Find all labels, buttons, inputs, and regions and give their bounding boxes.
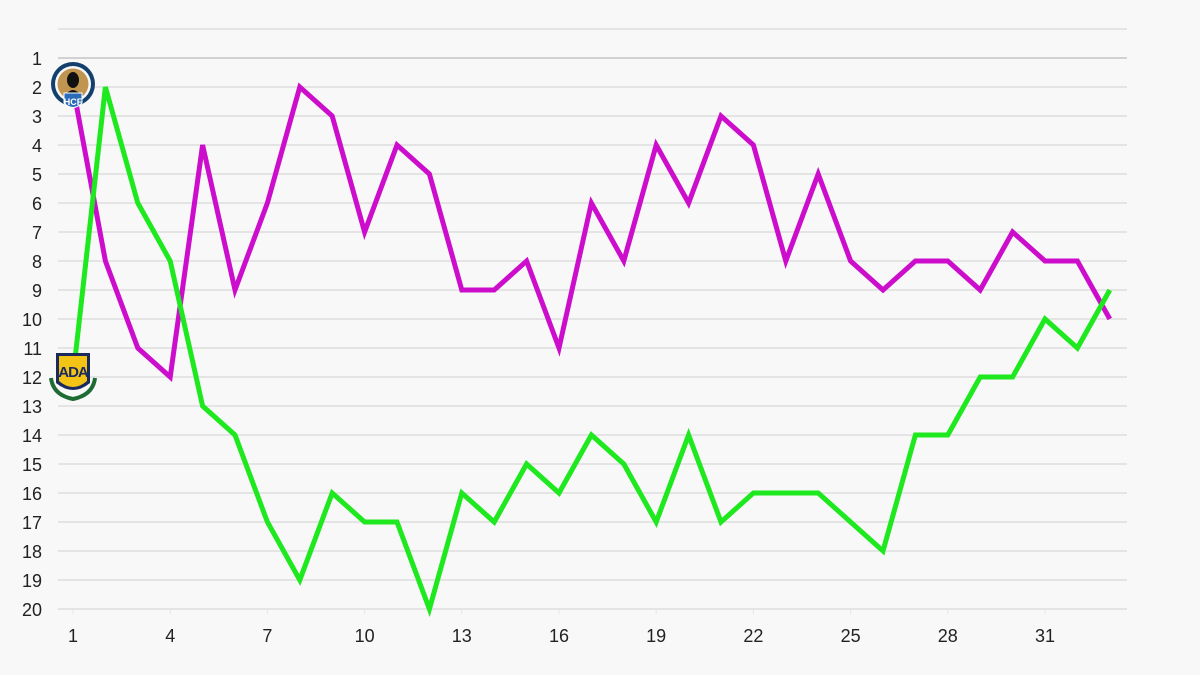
y-tick-label: 5 [32,165,42,185]
x-tick-label: 10 [355,626,375,646]
x-tick-label: 19 [646,626,666,646]
y-tick-label: 17 [22,513,42,533]
series-line-hcf [70,82,1112,382]
y-tick-label: 16 [22,484,42,504]
series-line-ada [70,86,1112,618]
y-tick-label: 19 [22,571,42,591]
ada-badge-icon: ADA [49,353,97,402]
svg-text:ADA: ADA [58,364,89,381]
team-badges: HCF ADA [49,62,97,402]
svg-text:HCF: HCF [64,97,83,107]
y-tick-label: 7 [32,223,42,243]
y-tick-label: 11 [23,339,42,359]
y-tick-label: 2 [32,78,42,98]
y-tick-label: 14 [22,426,42,446]
y-tick-label: 20 [22,600,42,620]
x-tick-label: 4 [165,626,175,646]
y-tick-label: 4 [32,136,42,156]
x-axis-labels: 1 4 7 10 13 16 19 22 25 28 31 [68,609,1055,646]
x-tick-label: 13 [452,626,472,646]
x-tick-label: 25 [841,626,861,646]
x-tick-label: 31 [1035,626,1055,646]
y-tick-label: 13 [22,397,42,417]
x-tick-label: 22 [743,626,763,646]
x-tick-label: 28 [938,626,958,646]
y-tick-label: 3 [32,107,42,127]
y-tick-label: 9 [32,281,42,301]
series-lines [70,82,1112,618]
y-tick-label: 18 [22,542,42,562]
y-tick-label: 6 [32,194,42,214]
x-tick-label: 1 [68,626,78,646]
x-tick-label: 16 [549,626,569,646]
hcf-badge-icon: HCF [51,62,95,108]
gridlines [58,28,1127,610]
x-tick-label: 7 [262,626,272,646]
y-tick-label: 10 [22,310,42,330]
y-tick-label: 1 [32,49,42,69]
y-tick-label: 12 [22,368,42,388]
y-tick-label: 15 [22,455,42,475]
y-tick-label: 8 [32,252,42,272]
